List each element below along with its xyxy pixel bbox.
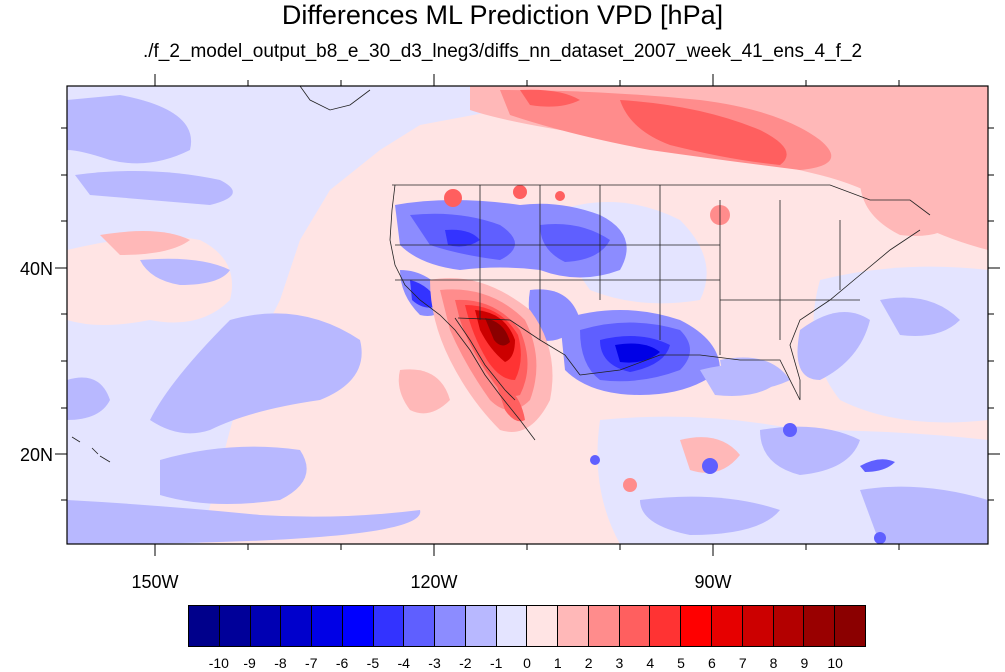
colorbar-swatch xyxy=(373,606,405,646)
coastline-alaska xyxy=(299,86,371,111)
map-field xyxy=(67,86,988,544)
region-light-blue xyxy=(67,377,110,420)
region-deep-blue xyxy=(615,343,660,363)
colorbar-tick-label: -2 xyxy=(459,655,472,671)
region-blue xyxy=(702,458,718,474)
colorbar-tick-label: -8 xyxy=(274,655,287,671)
region-blue xyxy=(540,224,610,262)
region-blue xyxy=(590,455,600,465)
colorbar-tick-label: -6 xyxy=(335,655,349,671)
region-blue xyxy=(783,423,797,437)
colorbar-swatch xyxy=(742,606,774,646)
region-light-red xyxy=(860,180,960,236)
colorbar-swatch xyxy=(619,606,651,646)
region-light-blue xyxy=(150,313,362,434)
colorbar-tick-label: 10 xyxy=(827,655,843,671)
map-title: Differences ML Prediction VPD [hPa] xyxy=(281,0,724,30)
region-light-blue xyxy=(797,312,870,380)
region-light-blue xyxy=(67,95,192,164)
region-light-blue xyxy=(75,171,233,205)
region-neutral-blue xyxy=(813,266,988,423)
colorbar-tick-label: -10 xyxy=(208,655,229,671)
region-red xyxy=(520,89,580,107)
region-red xyxy=(444,189,462,207)
colorbar-tick-label: 6 xyxy=(708,655,716,671)
colorbar-tick-label: 9 xyxy=(800,655,809,671)
region-red xyxy=(620,100,787,165)
colorbar-swatch xyxy=(435,606,466,646)
region-light-blue xyxy=(160,446,307,504)
colorbar-swatch xyxy=(312,606,343,646)
region-blue xyxy=(874,532,886,544)
colorbar-swatch xyxy=(527,606,559,646)
colorbar-tick-label: 7 xyxy=(738,655,747,671)
colorbar-tick-label: 8 xyxy=(769,655,778,671)
colorbar-swatch xyxy=(588,606,620,646)
region-light-red xyxy=(100,231,190,255)
region-light-blue xyxy=(860,486,988,544)
colorbar-swatch xyxy=(465,606,497,646)
colorbar-swatch xyxy=(558,606,589,646)
border-us-canada xyxy=(392,184,931,216)
colorbar-swatch xyxy=(219,606,251,646)
region-light-blue xyxy=(67,500,421,544)
region-mid-red xyxy=(623,478,637,492)
lat-label-20n: 20N xyxy=(20,445,54,465)
colorbar-tick-label: -9 xyxy=(243,655,256,671)
colorbar-tick-label: -4 xyxy=(397,655,410,671)
colorbar-swatch xyxy=(281,606,313,646)
colorbar-tick-label: -7 xyxy=(305,655,318,671)
colorbar-swatch xyxy=(804,606,836,646)
lon-label-120w: 120W xyxy=(410,572,458,592)
lon-label-90w: 90W xyxy=(694,572,732,592)
colorbar-tick-label: -5 xyxy=(366,655,380,671)
colorbar-swatch xyxy=(835,606,865,646)
region-light-red xyxy=(398,369,450,414)
map-plot xyxy=(55,74,1000,556)
colorbar-swatch xyxy=(773,606,805,646)
hawaii-islands xyxy=(71,436,111,463)
colorbar xyxy=(188,605,866,647)
colorbar-swatch xyxy=(681,606,713,646)
colorbar-tick-label: 5 xyxy=(677,655,685,671)
coastline-west xyxy=(389,184,536,441)
map-boundaries xyxy=(71,86,931,463)
colorbar-tick-label: 0 xyxy=(523,655,531,671)
region-darkest-red xyxy=(485,318,510,346)
region-blue xyxy=(860,459,895,472)
region-light-blue xyxy=(700,364,780,396)
region-neutral-red xyxy=(67,236,232,325)
region-light-blue xyxy=(640,496,780,535)
region-red xyxy=(513,185,527,199)
map-subtitle: ./f_2_model_output_b8_e_30_d3_lneg3/diff… xyxy=(142,41,863,62)
colorbar-swatch xyxy=(342,606,374,646)
region-red xyxy=(555,191,565,201)
region-red xyxy=(495,380,525,422)
colorbar-tick-label: -3 xyxy=(428,655,441,671)
coastline-gulf xyxy=(579,229,921,401)
colorbar-swatch xyxy=(496,606,528,646)
axis-ticks xyxy=(55,74,1000,556)
colorbar-tick-label: 2 xyxy=(584,655,593,671)
region-strong-blue xyxy=(445,229,480,247)
state-lines xyxy=(395,185,860,355)
colorbar-tick-label: 4 xyxy=(646,655,655,671)
region-light-blue xyxy=(760,426,860,475)
region-light-blue xyxy=(880,297,960,336)
region-light-red xyxy=(680,437,740,473)
colorbar-swatch xyxy=(189,606,220,646)
region-light-blue xyxy=(140,258,230,285)
colorbar-tick-label: 3 xyxy=(615,655,624,671)
colorbar-swatch xyxy=(250,606,282,646)
lat-label-40n: 40N xyxy=(20,259,54,279)
colorbar-swatch xyxy=(404,606,436,646)
baja-peninsula xyxy=(454,317,516,401)
colorbar-swatch xyxy=(712,606,743,646)
colorbar-swatch xyxy=(650,606,682,646)
lon-label-150w: 150W xyxy=(131,572,179,592)
colorbar-tick-label: 1 xyxy=(553,655,562,671)
colorbar-tick-label: -1 xyxy=(489,655,503,671)
